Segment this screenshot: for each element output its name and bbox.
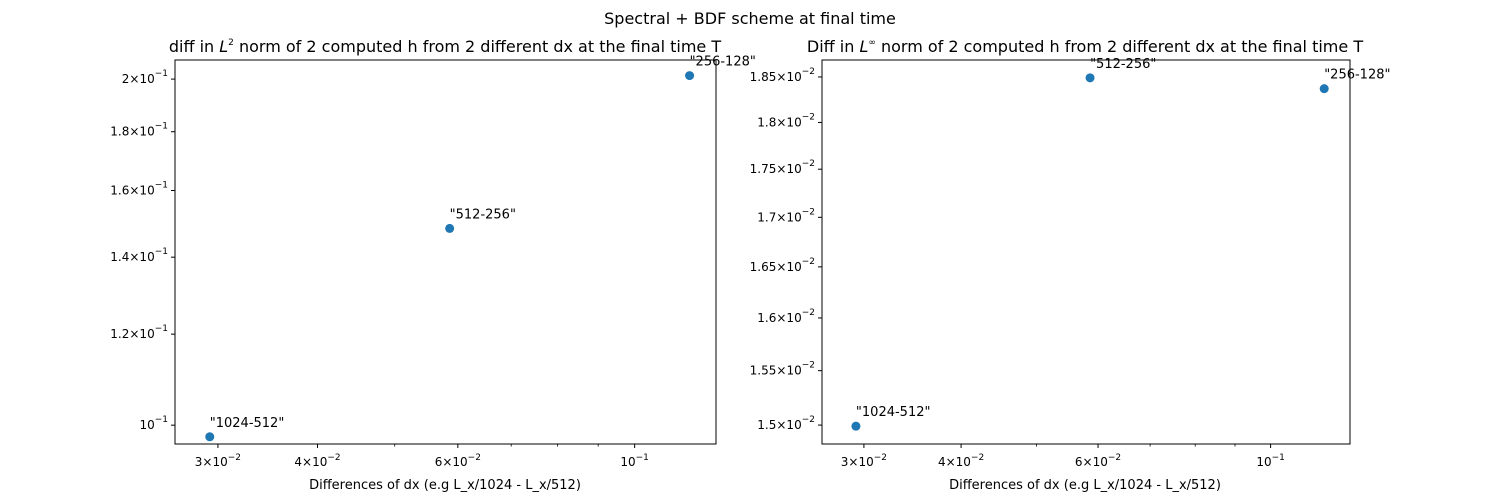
plot-frame-l2 [174, 59, 717, 445]
x-tick-label: 3×10−2 [841, 453, 887, 469]
marks-l2: "1024-512" "512-256" "256-128" [205, 55, 756, 442]
data-point-linf [1319, 84, 1329, 94]
chart-panel-l2: diff in L2 norm of 2 computed h from 2 d… [110, 37, 756, 493]
x-tick-label: 4×10−2 [294, 453, 340, 469]
y-tick-label: 1.7×10−2 [757, 207, 815, 224]
data-point-l2 [205, 432, 215, 442]
x-tick-label: 4×10−2 [938, 453, 984, 469]
x-tick-label: 3×10−2 [195, 453, 241, 469]
y-tick-label: 10−1 [139, 415, 168, 432]
marks-linf: "1024-512" "512-256" "256-128" [851, 57, 1390, 431]
y-tick-label: 1.65×10−2 [750, 256, 815, 273]
y-tick-label: 2×10−1 [122, 69, 168, 86]
data-point-linf [851, 421, 861, 431]
plot-frame-linf [821, 59, 1351, 445]
ticks-l2: 3×10−2 4×10−2 6×10−2 10−1 10−1 1.2×10−1 1.4×10… [110, 69, 649, 469]
point-annotation: "256-128" [1324, 68, 1390, 83]
data-point-linf [1085, 73, 1095, 83]
x-tick-label: 10−1 [620, 453, 649, 469]
panel-title-linf: Diff in L∞ norm of 2 computed h from 2 d… [807, 37, 1363, 56]
y-tick-label: 1.85×10−2 [750, 66, 815, 83]
x-tick-label: 6×10−2 [435, 453, 481, 469]
x-tick-label: 10−1 [1256, 453, 1285, 469]
y-tick-label: 1.8×10−2 [757, 112, 815, 129]
x-axis-label-linf: Differences of dx (e.g L_x/1024 - L_x/51… [949, 478, 1221, 493]
point-annotation: "512-256" [450, 207, 516, 222]
y-tick-label: 1.8×10−1 [110, 121, 168, 138]
y-tick-label: 1.5×10−2 [757, 415, 815, 432]
chart-panel-linf: Diff in L∞ norm of 2 computed h from 2 d… [750, 37, 1391, 493]
ticks-linf: 3×10−2 4×10−2 6×10−2 10−1 1.5×10−2 1.55×10−2 1… [750, 66, 1285, 469]
y-tick-label: 1.2×10−1 [110, 324, 168, 341]
point-annotation: "1024-512" [856, 405, 931, 420]
data-point-l2 [445, 223, 455, 233]
y-tick-label: 1.6×10−2 [757, 307, 815, 324]
y-tick-label: 1.75×10−2 [750, 159, 815, 176]
data-point-l2 [685, 71, 695, 81]
y-tick-label: 1.6×10−1 [110, 180, 168, 197]
y-tick-label: 1.55×10−2 [750, 360, 815, 377]
x-tick-label: 6×10−2 [1075, 453, 1121, 469]
y-tick-label: 1.4×10−1 [110, 247, 168, 264]
point-annotation: "1024-512" [210, 416, 285, 431]
point-annotation: "256-128" [690, 55, 756, 70]
figure-suptitle: Spectral + BDF scheme at final time [604, 9, 896, 28]
panel-title-l2: diff in L2 norm of 2 computed h from 2 d… [169, 37, 721, 56]
point-annotation: "512-256" [1090, 57, 1156, 72]
x-axis-label-l2: Differences of dx (e.g L_x/1024 - L_x/51… [309, 478, 581, 493]
